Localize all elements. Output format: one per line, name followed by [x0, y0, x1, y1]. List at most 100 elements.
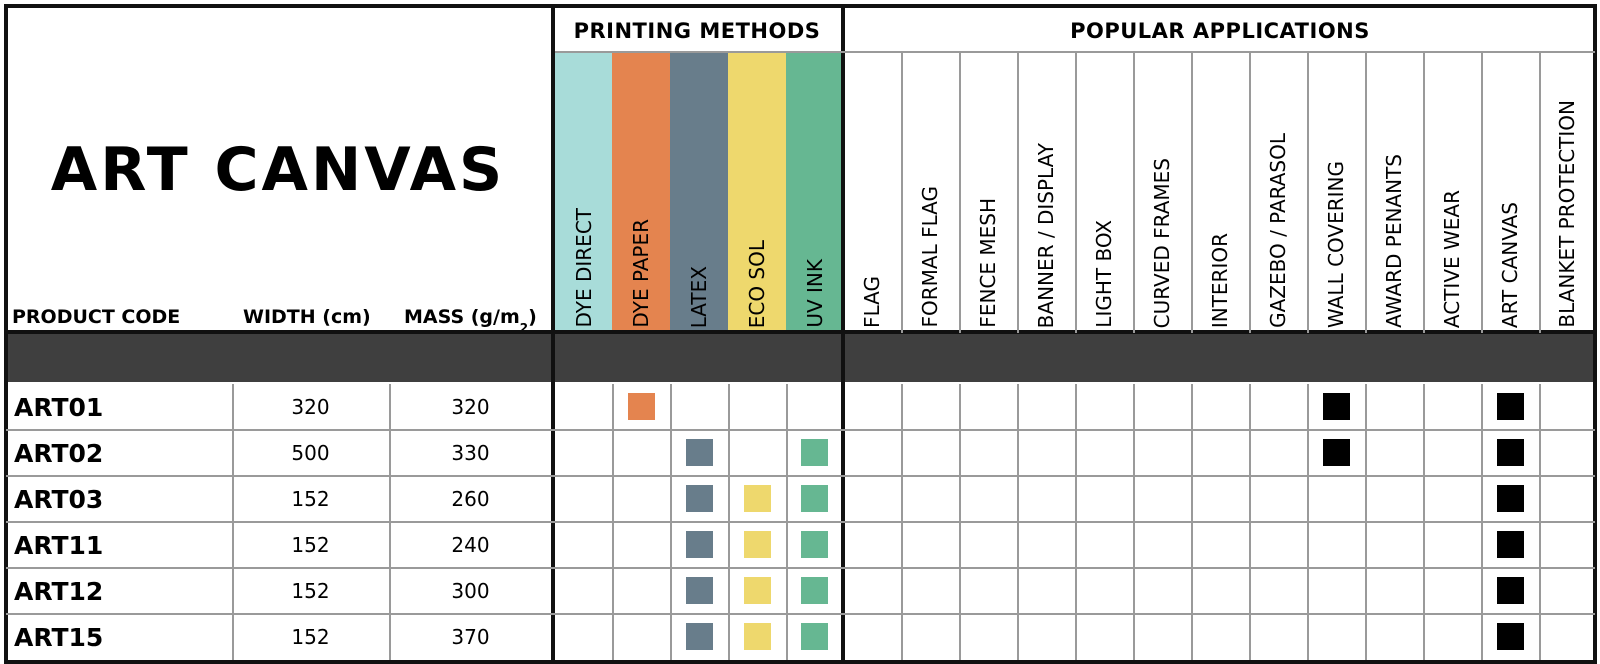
column-separator	[901, 53, 903, 333]
column-separator	[1133, 53, 1135, 333]
application-header-label: AWARD PENANTS	[1382, 154, 1406, 328]
printing-methods-heading: PRINTING METHODS	[573, 19, 821, 43]
method-header-dye-paper: DYE PAPER	[612, 53, 670, 334]
application-header-gazebo-parasol: GAZEBO / PARASOL	[1249, 53, 1307, 334]
column-separator	[1249, 53, 1251, 333]
header-separator-band	[6, 334, 1595, 382]
application-marker	[1496, 531, 1524, 558]
method-marker	[801, 577, 828, 604]
application-marker	[1496, 485, 1524, 512]
application-header-label: ART CANVAS	[1498, 201, 1522, 328]
application-marker	[1496, 439, 1524, 466]
table-row: ART12 152 300	[0, 568, 1600, 614]
column-separator	[1075, 53, 1077, 333]
method-marker	[743, 577, 771, 604]
mass-cell: 320	[451, 395, 490, 419]
application-header-label: WALL COVERING	[1324, 161, 1348, 328]
subheader-line	[555, 51, 1595, 53]
frame-left	[4, 4, 8, 664]
method-marker	[743, 531, 771, 558]
mass-header: MASS (g/m 2)	[404, 306, 537, 335]
application-header-active-wear: ACTIVE WEAR	[1423, 53, 1481, 334]
mass-cell: 330	[451, 441, 490, 465]
application-header-banner-display: BANNER / DISPLAY	[1017, 53, 1075, 334]
application-header-label: FLAG	[860, 276, 884, 328]
column-separator	[959, 53, 961, 333]
method-header-dye-direct: DYE DIRECT	[555, 53, 612, 334]
column-separator	[1423, 53, 1425, 333]
mass-header-close: )	[528, 306, 537, 328]
frame-bottom	[4, 660, 1597, 664]
application-header-fence-mesh: FENCE MESH	[959, 53, 1017, 334]
application-header-label: FORMAL FLAG	[918, 186, 942, 328]
application-header-art-canvas: ART CANVAS	[1481, 53, 1539, 334]
product-code-cell: ART12	[14, 576, 104, 606]
width-cell: 152	[291, 487, 330, 511]
frame-right	[1593, 4, 1597, 664]
frame-top	[4, 4, 1597, 8]
product-code-cell: ART11	[14, 530, 104, 560]
column-separator	[1307, 53, 1309, 333]
application-header-award-penants: AWARD PENANTS	[1365, 53, 1423, 334]
row-separator	[6, 429, 1595, 431]
application-marker	[1496, 623, 1524, 650]
column-separator	[1017, 53, 1019, 333]
page-title: ART CANVAS	[50, 135, 506, 205]
application-marker	[1322, 393, 1350, 420]
method-header-uv-ink: UV INK	[786, 53, 843, 334]
width-cell: 152	[291, 579, 330, 603]
table-row: ART11 152 240	[0, 522, 1600, 568]
product-code-header: PRODUCT CODE	[12, 306, 181, 328]
column-separator	[1191, 53, 1193, 333]
application-header-curved-frames: CURVED FRAMES	[1133, 53, 1191, 334]
width-header: WIDTH (cm)	[243, 306, 371, 328]
application-header-label: GAZEBO / PARASOL	[1266, 133, 1290, 328]
column-separator	[1365, 53, 1367, 333]
header-bottom	[4, 330, 1597, 334]
method-marker	[685, 485, 713, 512]
product-code-cell: ART02	[14, 438, 104, 468]
application-header-interior: INTERIOR	[1191, 53, 1249, 334]
row-separator	[6, 521, 1595, 523]
application-header-label: LIGHT BOX	[1092, 220, 1116, 328]
method-header-eco-sol: ECO SOL	[728, 53, 786, 334]
application-header-blanket-protection: BLANKET PROTECTION	[1539, 53, 1595, 334]
product-code-cell: ART01	[14, 392, 104, 422]
width-cell: 152	[291, 625, 330, 649]
column-separator	[1481, 53, 1483, 333]
table-row: ART15 152 370	[0, 614, 1600, 660]
application-header-formal-flag: FORMAL FLAG	[901, 53, 959, 334]
method-marker	[801, 531, 828, 558]
mass-header-label: MASS (g/m	[404, 306, 520, 328]
mass-cell: 260	[451, 487, 490, 511]
table-row: ART02 500 330	[0, 430, 1600, 476]
method-marker	[627, 393, 655, 420]
method-marker	[685, 577, 713, 604]
method-marker	[685, 623, 713, 650]
method-marker	[685, 439, 713, 466]
application-header-label: INTERIOR	[1208, 232, 1232, 328]
method-header-latex: LATEX	[670, 53, 728, 334]
popular-applications-heading: POPULAR APPLICATIONS	[1070, 19, 1370, 43]
method-marker	[685, 531, 713, 558]
application-marker	[1496, 393, 1524, 420]
mass-cell: 300	[451, 579, 490, 603]
method-marker	[801, 439, 828, 466]
column-separator	[1539, 53, 1541, 333]
application-marker	[1496, 577, 1524, 604]
table-row: ART01 320 320	[0, 384, 1600, 430]
application-header-light-box: LIGHT BOX	[1075, 53, 1133, 334]
method-marker	[801, 623, 828, 650]
method-header-label: ECO SOL	[745, 239, 769, 328]
application-header-label: ACTIVE WEAR	[1440, 189, 1464, 328]
method-header-label: DYE PAPER	[629, 219, 653, 328]
application-header-wall-covering: WALL COVERING	[1307, 53, 1365, 334]
application-header-label: FENCE MESH	[976, 198, 1000, 328]
application-header-label: BANNER / DISPLAY	[1034, 142, 1058, 328]
product-code-cell: ART03	[14, 484, 104, 514]
application-header-flag: FLAG	[843, 53, 901, 334]
method-marker	[801, 485, 828, 512]
method-marker	[743, 623, 771, 650]
width-cell: 500	[291, 441, 330, 465]
